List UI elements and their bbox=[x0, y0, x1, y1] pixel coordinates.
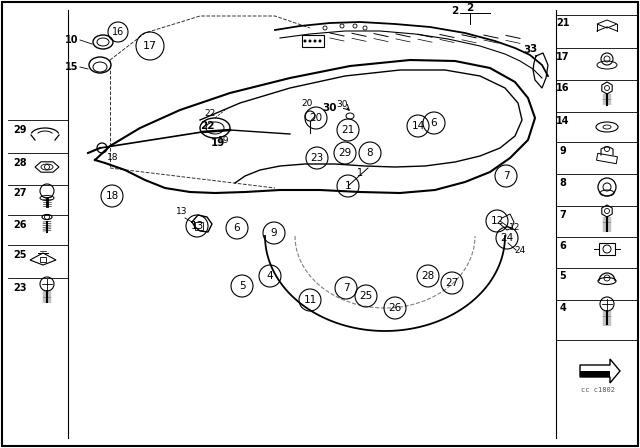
Text: 23: 23 bbox=[310, 153, 324, 163]
Text: 21: 21 bbox=[341, 125, 355, 135]
Text: 19: 19 bbox=[211, 138, 225, 148]
Bar bbox=[302, 35, 324, 47]
Text: 22: 22 bbox=[204, 109, 216, 118]
Text: 3: 3 bbox=[524, 45, 531, 55]
Text: 25: 25 bbox=[360, 291, 372, 301]
Text: 16: 16 bbox=[112, 27, 124, 37]
Text: 7: 7 bbox=[559, 210, 566, 220]
Text: 8: 8 bbox=[559, 178, 566, 188]
Text: 5: 5 bbox=[559, 271, 566, 281]
Text: 27: 27 bbox=[445, 278, 459, 288]
Text: 13: 13 bbox=[176, 207, 188, 216]
Text: 13: 13 bbox=[190, 221, 204, 231]
Text: 15: 15 bbox=[65, 62, 78, 72]
Text: 20: 20 bbox=[301, 99, 313, 108]
Text: 26: 26 bbox=[13, 220, 27, 230]
Text: 3: 3 bbox=[529, 44, 536, 54]
Text: 6: 6 bbox=[431, 118, 437, 128]
Text: 24: 24 bbox=[500, 233, 514, 243]
Text: 18: 18 bbox=[106, 191, 118, 201]
Text: cc c1802: cc c1802 bbox=[581, 387, 615, 393]
Text: 11: 11 bbox=[303, 295, 317, 305]
Text: 24: 24 bbox=[515, 246, 525, 255]
Bar bbox=[195, 222, 203, 230]
Text: 29: 29 bbox=[13, 125, 27, 135]
Bar bbox=[596, 153, 618, 164]
Text: 16: 16 bbox=[556, 83, 570, 93]
Polygon shape bbox=[580, 359, 620, 383]
Text: 27: 27 bbox=[13, 188, 27, 198]
Circle shape bbox=[314, 39, 317, 43]
Text: 2: 2 bbox=[451, 6, 459, 16]
Circle shape bbox=[319, 39, 321, 43]
Text: 7: 7 bbox=[502, 171, 509, 181]
Text: 20: 20 bbox=[309, 113, 323, 123]
Text: 21: 21 bbox=[556, 18, 570, 28]
Bar bbox=[40, 257, 46, 262]
Text: 26: 26 bbox=[388, 303, 402, 313]
Text: 28: 28 bbox=[421, 271, 435, 281]
Text: 18: 18 bbox=[108, 153, 119, 162]
Text: 6: 6 bbox=[234, 223, 240, 233]
Text: 2: 2 bbox=[467, 3, 474, 13]
Text: 14: 14 bbox=[412, 121, 424, 131]
Text: 9: 9 bbox=[271, 228, 277, 238]
Text: 14: 14 bbox=[556, 116, 570, 126]
Text: 4: 4 bbox=[267, 271, 273, 281]
Text: 25: 25 bbox=[13, 250, 27, 260]
Text: 6: 6 bbox=[559, 241, 566, 251]
Text: 17: 17 bbox=[143, 41, 157, 51]
Text: 23: 23 bbox=[13, 283, 27, 293]
Text: 10: 10 bbox=[65, 35, 78, 45]
Text: 30: 30 bbox=[336, 100, 348, 109]
Text: 4: 4 bbox=[559, 303, 566, 313]
Text: 5: 5 bbox=[239, 281, 245, 291]
Circle shape bbox=[308, 39, 312, 43]
Text: 1: 1 bbox=[345, 181, 351, 191]
Text: 30: 30 bbox=[323, 103, 337, 113]
Text: 8: 8 bbox=[367, 148, 373, 158]
Text: 1: 1 bbox=[357, 168, 363, 178]
Text: 12: 12 bbox=[490, 216, 504, 226]
Circle shape bbox=[303, 39, 307, 43]
Text: 22: 22 bbox=[200, 121, 214, 131]
Text: 28: 28 bbox=[13, 158, 27, 168]
Text: 19: 19 bbox=[218, 136, 230, 145]
Bar bbox=[599, 243, 615, 255]
Text: 9: 9 bbox=[559, 146, 566, 156]
Text: 12: 12 bbox=[509, 223, 521, 232]
Text: 17: 17 bbox=[556, 52, 570, 62]
Text: 7: 7 bbox=[342, 283, 349, 293]
Text: 29: 29 bbox=[339, 148, 351, 158]
Polygon shape bbox=[580, 371, 610, 377]
